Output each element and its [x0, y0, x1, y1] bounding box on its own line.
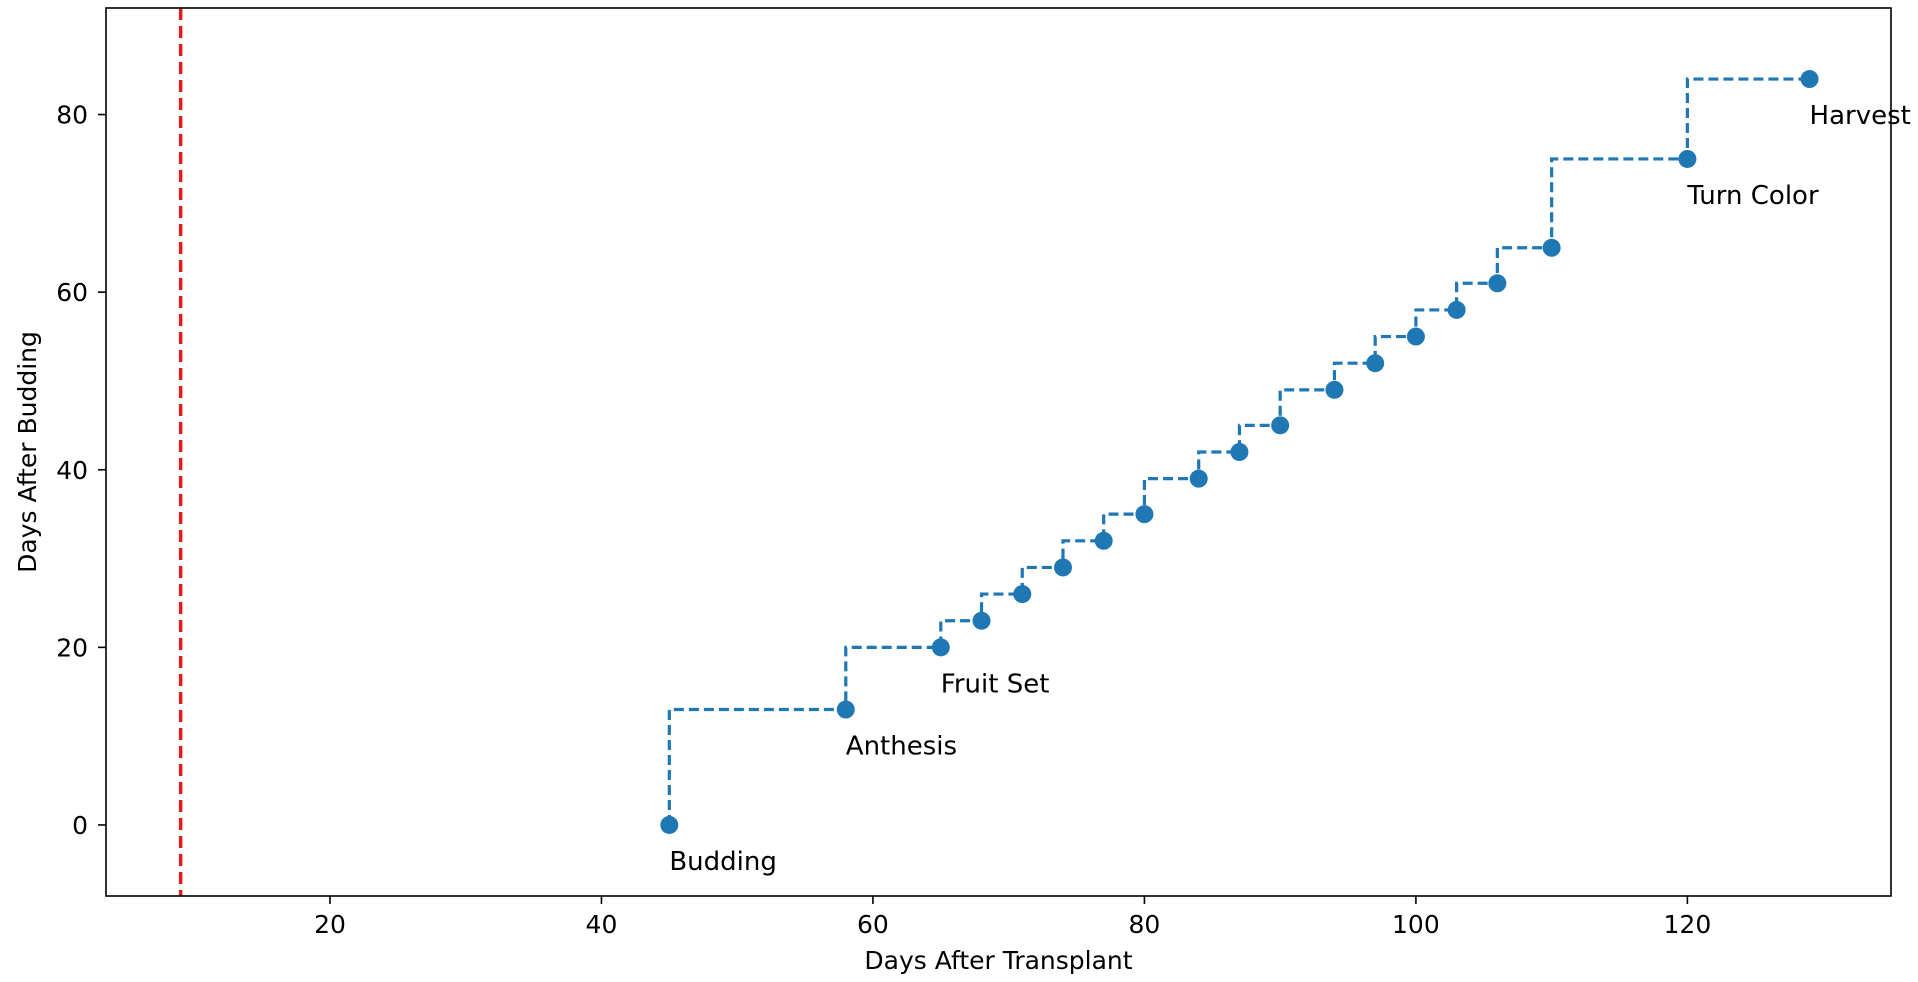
data-point	[1542, 238, 1561, 257]
x-tick-label: 40	[586, 910, 618, 939]
data-point	[1800, 70, 1819, 89]
annotation-label: Harvest	[1810, 101, 1911, 131]
data-point	[931, 638, 950, 657]
x-tick-label: 120	[1664, 910, 1712, 939]
plot-frame	[105, 7, 1892, 897]
data-point	[660, 815, 679, 834]
data-point	[972, 611, 991, 630]
data-point	[1678, 149, 1697, 168]
x-tick-label: 80	[1129, 910, 1161, 939]
y-tick-label: 40	[56, 456, 88, 485]
annotation-label: Fruit Set	[941, 669, 1050, 699]
data-point	[1230, 443, 1249, 461]
annotation-label: Anthesis	[846, 732, 957, 762]
plot-area	[106, 8, 1891, 896]
annotation-label: Turn Color	[1686, 181, 1819, 211]
x-tick-label: 20	[314, 910, 346, 939]
data-point	[1013, 585, 1032, 604]
x-axis-label: Days After Transplant	[864, 946, 1132, 975]
data-point	[1135, 505, 1154, 524]
data-point	[1325, 380, 1344, 399]
data-point	[1366, 354, 1385, 373]
data-point	[1189, 469, 1208, 488]
y-tick-label: 60	[56, 278, 88, 307]
data-point	[1053, 558, 1072, 577]
x-tick-label: 100	[1392, 910, 1440, 939]
annotation-label: Budding	[669, 847, 777, 877]
data-point	[1094, 531, 1113, 550]
data-point	[1406, 327, 1425, 346]
x-tick-label: 60	[857, 910, 889, 939]
data-point	[1447, 300, 1466, 319]
y-tick-label: 80	[56, 101, 88, 130]
y-tick-label: 20	[56, 633, 88, 662]
data-point	[836, 700, 855, 719]
data-point	[1271, 416, 1290, 435]
y-axis-label: Days After Budding	[13, 331, 42, 573]
y-tick-label: 0	[72, 811, 88, 840]
data-point	[1488, 274, 1507, 293]
